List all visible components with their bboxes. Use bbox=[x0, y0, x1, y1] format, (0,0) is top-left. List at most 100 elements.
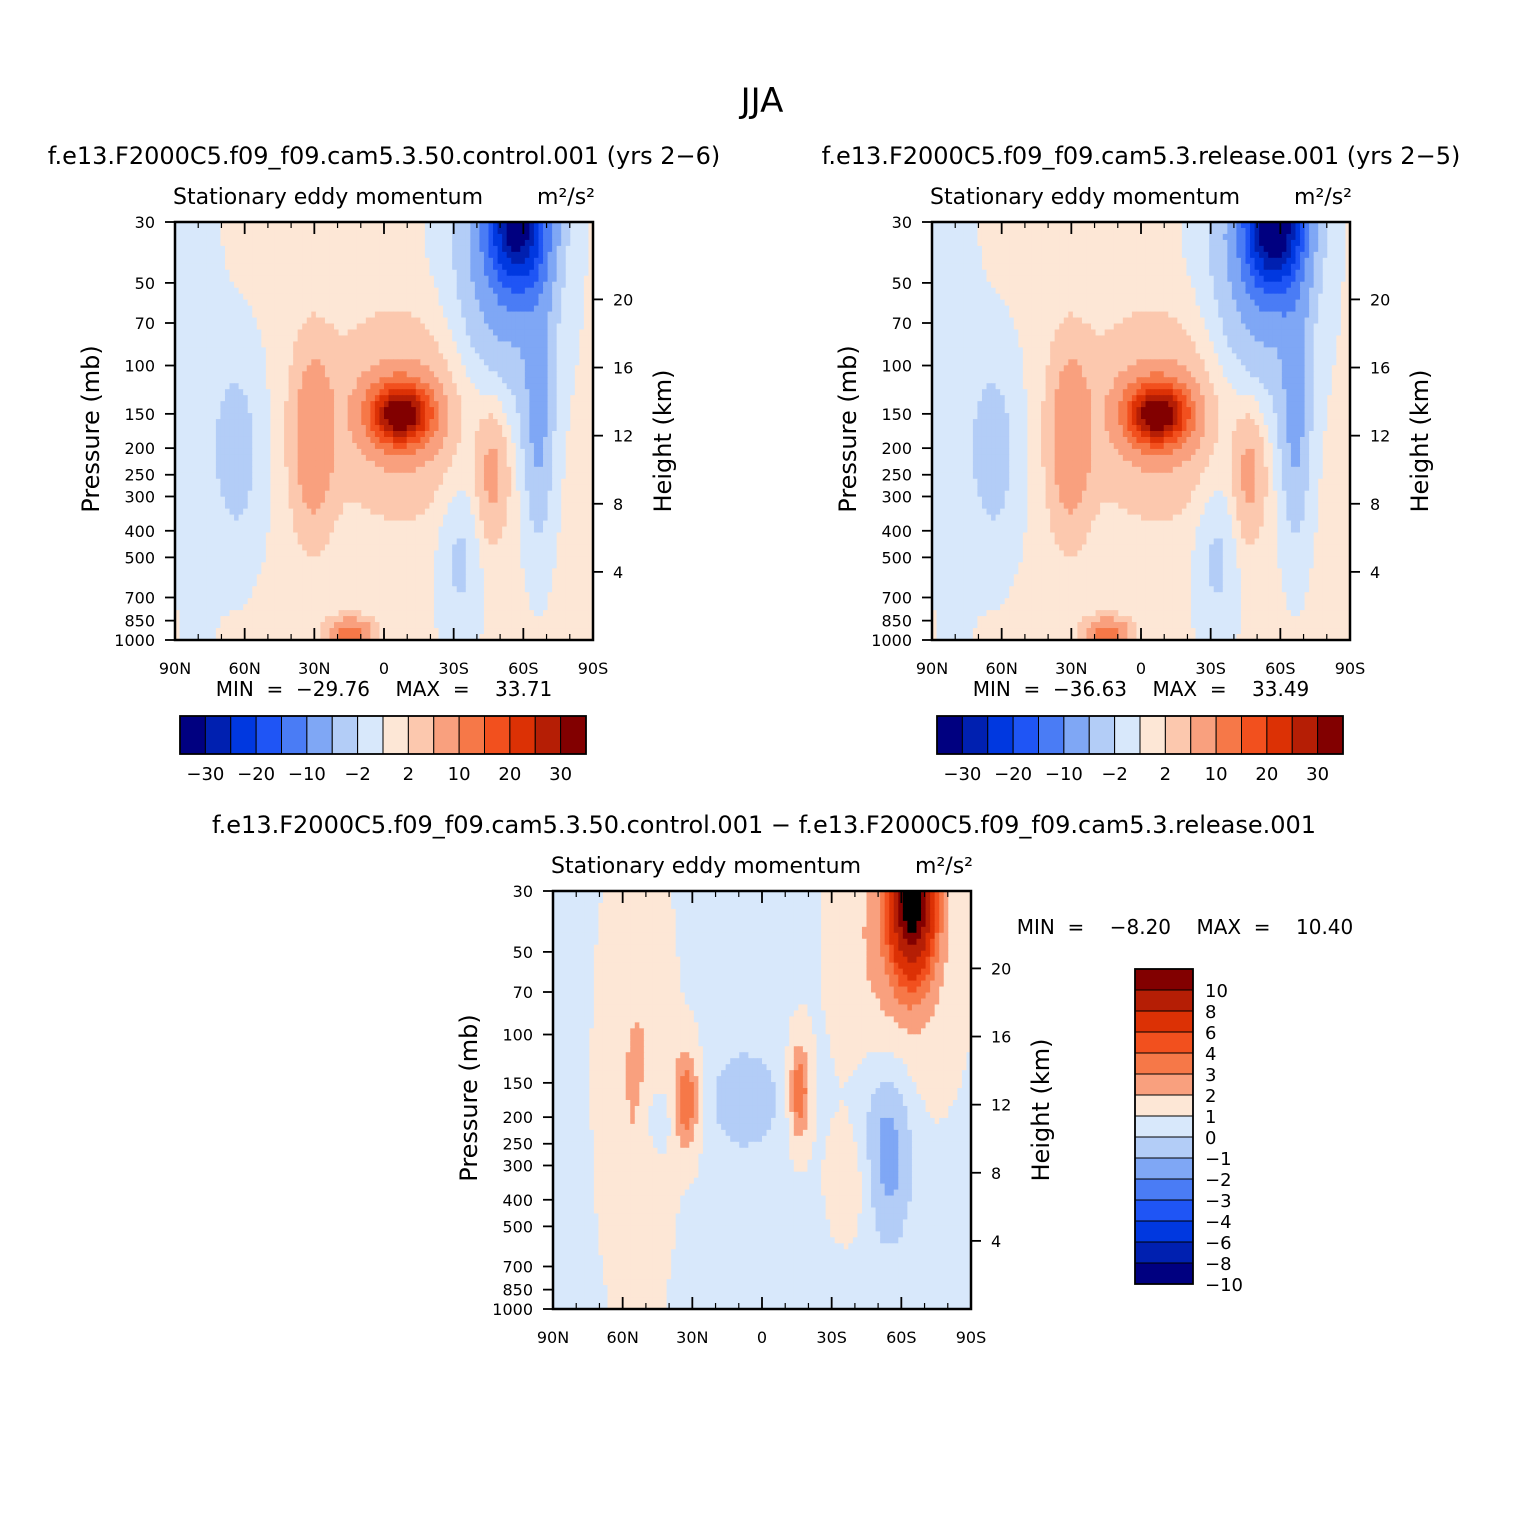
contour-cell bbox=[402, 335, 407, 342]
contour-cell bbox=[325, 401, 330, 408]
contour-cell bbox=[457, 347, 462, 354]
contour-cell bbox=[184, 425, 189, 432]
contour-cell bbox=[379, 407, 384, 414]
contour-cell bbox=[520, 419, 525, 426]
contour-cell bbox=[375, 383, 380, 390]
contour-cell bbox=[275, 413, 280, 420]
contour-cell bbox=[370, 228, 375, 235]
contour-cell bbox=[529, 341, 534, 348]
contour-cell bbox=[316, 473, 321, 480]
contour-cell bbox=[289, 449, 294, 456]
contour-cell bbox=[498, 246, 503, 253]
contour-cell bbox=[284, 419, 289, 426]
contour-cell bbox=[466, 461, 471, 468]
contour-cell bbox=[198, 389, 203, 396]
contour-cell bbox=[452, 359, 457, 366]
contour-cell bbox=[184, 288, 189, 295]
contour-cell bbox=[443, 413, 448, 420]
contour-cell bbox=[479, 264, 484, 271]
contour-cell bbox=[393, 252, 398, 259]
contour-cell bbox=[384, 371, 389, 378]
contour-cell bbox=[579, 467, 584, 474]
contour-cell bbox=[257, 479, 262, 486]
contour-cell bbox=[366, 276, 371, 283]
contour-cell bbox=[198, 246, 203, 253]
contour-cell bbox=[270, 491, 275, 498]
contour-cell bbox=[511, 437, 516, 444]
contour-cell bbox=[566, 521, 571, 528]
contour-cell bbox=[425, 347, 430, 354]
contour-cell bbox=[416, 300, 421, 307]
contour-cell bbox=[570, 228, 575, 235]
contour-cell bbox=[525, 509, 530, 516]
contour-cell bbox=[357, 443, 362, 450]
contour-cell bbox=[316, 365, 321, 372]
contour-cell bbox=[230, 491, 235, 498]
contour-cell bbox=[230, 371, 235, 378]
contour-cell bbox=[534, 407, 539, 414]
contour-cell bbox=[457, 341, 462, 348]
contour-cell bbox=[416, 329, 421, 336]
contour-cell bbox=[248, 353, 253, 360]
contour-cell bbox=[216, 347, 221, 354]
contour-cell bbox=[434, 479, 439, 486]
contour-cell bbox=[534, 497, 539, 504]
contour-cell bbox=[298, 365, 303, 372]
contour-cell bbox=[566, 413, 571, 420]
contour-cell bbox=[439, 312, 444, 319]
contour-cell bbox=[493, 509, 498, 516]
contour-cell bbox=[557, 437, 562, 444]
contour-cell bbox=[243, 407, 248, 414]
contour-cell bbox=[407, 335, 412, 342]
contour-cell bbox=[375, 479, 380, 486]
contour-cell bbox=[293, 389, 298, 396]
contour-cell bbox=[384, 395, 389, 402]
contour-cell bbox=[230, 437, 235, 444]
contour-cell bbox=[516, 347, 521, 354]
contour-cell bbox=[561, 437, 566, 444]
contour-cell bbox=[343, 258, 348, 265]
contour-cell bbox=[434, 258, 439, 265]
contour-cell bbox=[211, 234, 216, 241]
contour-cell bbox=[298, 425, 303, 432]
contour-cell bbox=[416, 395, 421, 402]
contour-cell bbox=[239, 377, 244, 384]
contour-cell bbox=[416, 341, 421, 348]
contour-cell bbox=[230, 359, 235, 366]
contour-cell bbox=[557, 443, 562, 450]
contour-cell bbox=[529, 329, 534, 336]
contour-cell bbox=[257, 359, 262, 366]
contour-cell bbox=[352, 347, 357, 354]
contour-cell bbox=[507, 449, 512, 456]
contour-cell bbox=[289, 521, 294, 528]
contour-cell bbox=[366, 324, 371, 331]
contour-cell bbox=[439, 479, 444, 486]
contour-cell bbox=[575, 276, 580, 283]
contour-cell bbox=[202, 515, 207, 522]
contour-cell bbox=[475, 538, 480, 545]
contour-cell bbox=[461, 228, 466, 235]
contour-cell bbox=[352, 324, 357, 331]
contour-cell bbox=[193, 395, 198, 402]
contour-cell bbox=[425, 294, 430, 301]
contour-cell bbox=[234, 455, 239, 462]
contour-cell bbox=[570, 246, 575, 253]
contour-cell bbox=[566, 353, 571, 360]
contour-cell bbox=[366, 485, 371, 492]
contour-cell bbox=[280, 312, 285, 319]
contour-cell bbox=[389, 324, 394, 331]
contour-cell bbox=[439, 318, 444, 325]
contour-cell bbox=[325, 312, 330, 319]
contour-cell bbox=[498, 521, 503, 528]
contour-cell bbox=[529, 306, 534, 313]
contour-cell bbox=[525, 401, 530, 408]
contour-cell bbox=[257, 312, 262, 319]
contour-cell bbox=[257, 431, 262, 438]
contour-cell bbox=[407, 252, 412, 259]
contour-cell bbox=[248, 377, 253, 384]
contour-cell bbox=[220, 300, 225, 307]
contour-cell bbox=[538, 515, 543, 522]
contour-cell bbox=[280, 503, 285, 510]
contour-cell bbox=[561, 455, 566, 462]
contour-cell bbox=[361, 395, 366, 402]
